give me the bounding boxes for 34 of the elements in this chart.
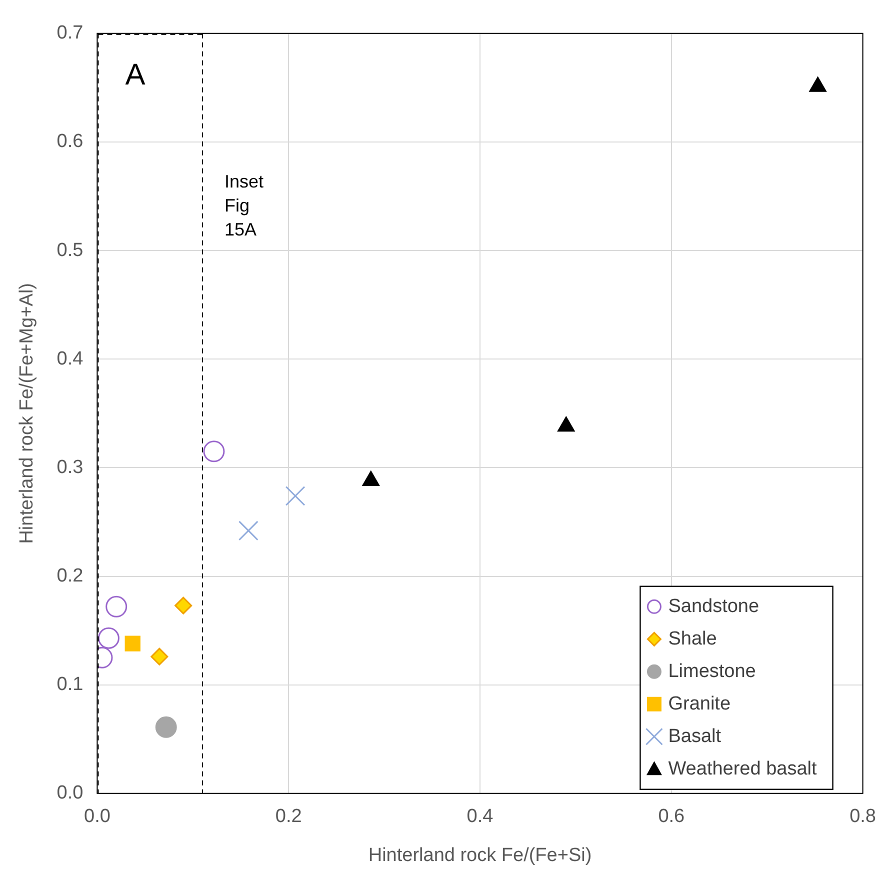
y-tick-label: 0.0 [56, 782, 84, 804]
point [809, 76, 826, 92]
legend-label: Weathered basalt [668, 758, 818, 780]
x-axis-title: Hinterland rock Fe/(Fe+Si) [368, 844, 592, 866]
y-tick-label: 0.2 [56, 565, 84, 586]
point [174, 596, 192, 614]
point [238, 520, 258, 541]
y-tick-label: 0.4 [56, 348, 84, 370]
legend-label: Granite [668, 693, 731, 714]
x-tick-label: 0.8 [850, 806, 876, 828]
x-tick-label: 0.2 [275, 806, 302, 828]
x-tick-label: 0.0 [84, 806, 110, 828]
point [150, 648, 168, 666]
point [155, 716, 177, 738]
annotation: A [125, 58, 146, 92]
point [98, 627, 120, 649]
y-tick-label: 0.3 [56, 456, 84, 478]
point [285, 486, 306, 506]
ref-line-label: Inset Fig 15A [224, 171, 264, 240]
x-tick-label: 0.4 [466, 806, 494, 828]
y-axis-title: Hinterland rock Fe/(Fe+Mg+Al) [16, 282, 38, 544]
y-tick-label: 0.6 [56, 131, 84, 152]
point [124, 636, 140, 652]
point [106, 596, 128, 618]
x-tick-label: 0.6 [658, 806, 685, 828]
legend-label: Sandstone [668, 596, 760, 617]
y-tick-label: 0.5 [56, 240, 84, 261]
legend-label: Basalt [668, 726, 722, 747]
legend-label: Shale [668, 628, 717, 650]
point [558, 416, 575, 432]
y-tick-label: 0.1 [56, 674, 84, 696]
point [203, 440, 225, 462]
y-tick-label: 0.7 [56, 22, 84, 44]
legend-label: Limestone [668, 660, 756, 682]
